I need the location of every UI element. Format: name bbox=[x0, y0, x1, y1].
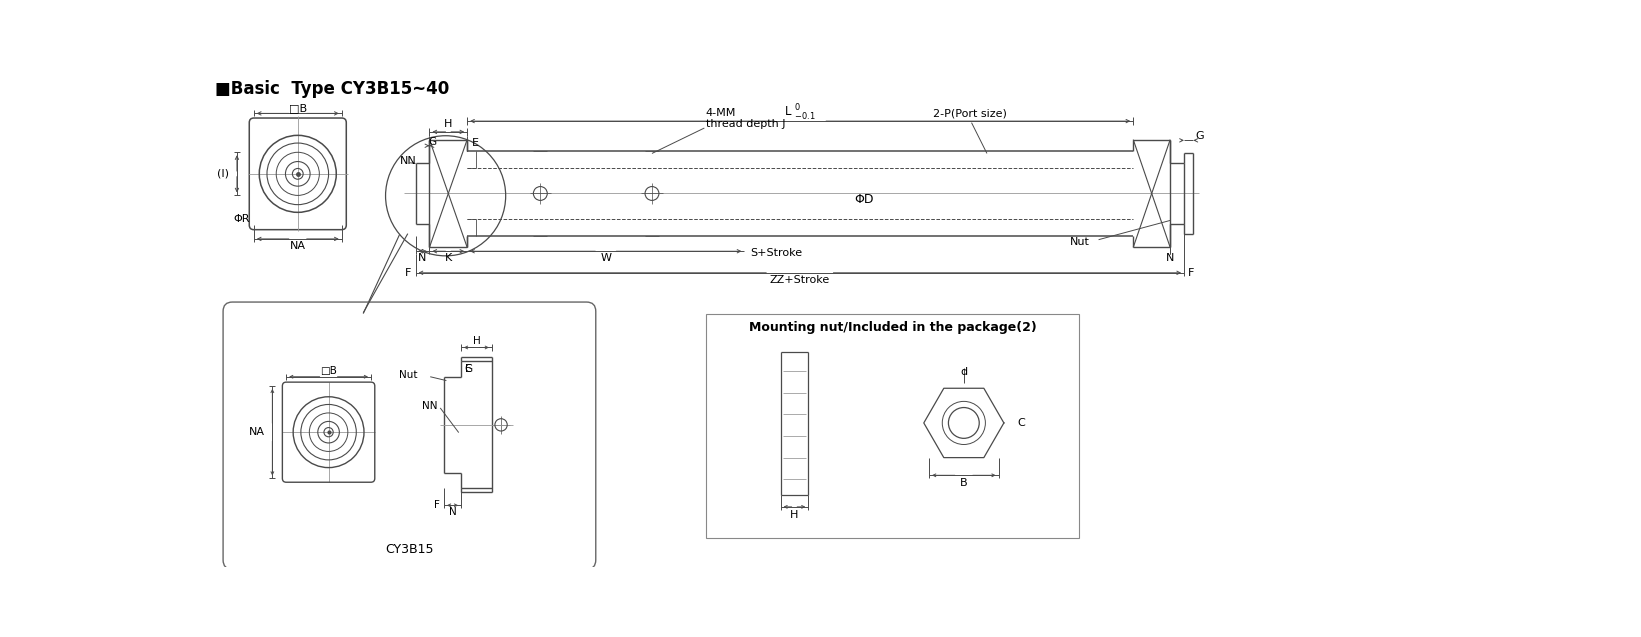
Text: H: H bbox=[473, 336, 481, 345]
Text: H: H bbox=[445, 119, 453, 129]
Text: ZZ+Stroke: ZZ+Stroke bbox=[770, 275, 830, 285]
Text: E: E bbox=[471, 138, 479, 148]
Text: F: F bbox=[435, 500, 440, 510]
Text: G: G bbox=[1195, 131, 1204, 141]
Text: N: N bbox=[1167, 253, 1175, 263]
Text: G: G bbox=[464, 364, 473, 374]
Text: thread depth J: thread depth J bbox=[706, 119, 786, 129]
Text: N: N bbox=[418, 253, 427, 263]
Text: S+Stroke: S+Stroke bbox=[750, 248, 802, 258]
Text: K: K bbox=[445, 253, 451, 263]
Text: B: B bbox=[960, 478, 968, 488]
Text: □B: □B bbox=[320, 366, 336, 376]
Text: N: N bbox=[448, 507, 456, 517]
Text: ■Basic  Type CY3B15~40: ■Basic Type CY3B15~40 bbox=[215, 80, 450, 97]
Text: H: H bbox=[791, 510, 799, 520]
Text: Nut: Nut bbox=[399, 370, 417, 380]
Text: NN: NN bbox=[422, 401, 438, 411]
Text: (I): (I) bbox=[217, 169, 230, 179]
Text: NN: NN bbox=[400, 156, 417, 166]
Text: CY3B15: CY3B15 bbox=[386, 543, 433, 555]
Text: C: C bbox=[1017, 418, 1026, 428]
Text: F: F bbox=[405, 268, 412, 278]
Text: F: F bbox=[1188, 268, 1195, 278]
Text: □B: □B bbox=[289, 103, 307, 113]
Text: W: W bbox=[601, 253, 612, 263]
Text: G: G bbox=[428, 137, 437, 147]
Text: NA: NA bbox=[290, 241, 305, 251]
Text: 4-MM: 4-MM bbox=[706, 108, 737, 118]
Text: ΦD: ΦD bbox=[853, 193, 873, 206]
Text: NA: NA bbox=[249, 427, 264, 437]
Text: Nut: Nut bbox=[1070, 237, 1090, 247]
Text: Mounting nut/Included in the package(2): Mounting nut/Included in the package(2) bbox=[748, 321, 1037, 334]
Bar bbox=[706, 313, 1080, 538]
Text: L $^0_{-0.1}$: L $^0_{-0.1}$ bbox=[784, 103, 816, 124]
Text: ΦR: ΦR bbox=[233, 214, 249, 224]
Text: d: d bbox=[960, 367, 968, 377]
Text: E: E bbox=[464, 364, 471, 374]
Text: 2-P(Port size): 2-P(Port size) bbox=[934, 108, 1008, 118]
